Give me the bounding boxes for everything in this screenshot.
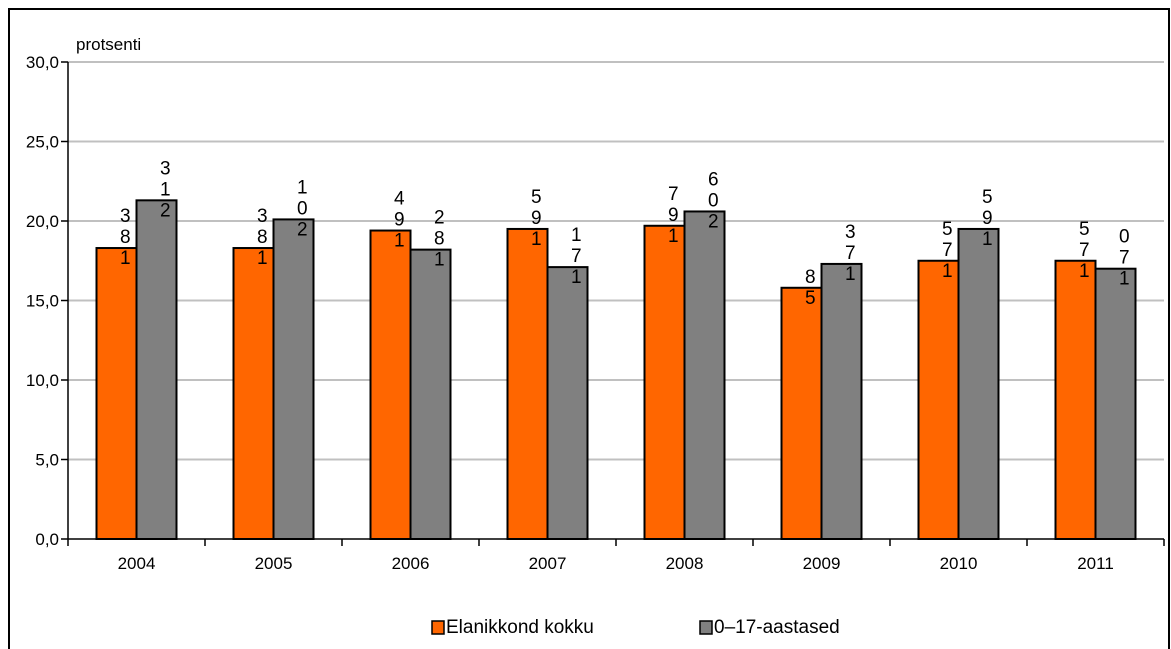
x-tick-label: 2007 [529, 554, 567, 573]
bar-elanikkond-kokku [506, 227, 549, 540]
x-tick-label: 2004 [118, 554, 156, 573]
legend-label: Elanikkond kokku [446, 617, 594, 638]
y-tick-label: 25,0 [26, 133, 59, 152]
bar-elanikkond-kokku [95, 247, 138, 540]
legend: Elanikkond kokku 0–17-aastased [431, 617, 840, 638]
bar-0-17-aastased [1094, 267, 1137, 540]
x-tick-label: 2008 [666, 554, 704, 573]
y-tick-label: 0,0 [35, 530, 59, 549]
x-tick-label: 2009 [803, 554, 841, 573]
x-tick-label: 2006 [392, 554, 430, 573]
legend-swatch [431, 620, 445, 635]
bar-0-17-aastased [409, 248, 452, 540]
legend-label: 0–17-aastased [714, 617, 840, 638]
bar-0-17-aastased [820, 262, 863, 540]
bar-0-17-aastased [957, 227, 1000, 540]
bar-elanikkond-kokku [1054, 259, 1097, 540]
y-tick-label: 30,0 [26, 53, 59, 72]
x-tick-label: 2011 [1077, 554, 1114, 573]
y-tick-label: 5,0 [35, 451, 59, 470]
bar-elanikkond-kokku [232, 247, 275, 540]
bar-elanikkond-kokku [643, 224, 686, 541]
bar-elanikkond-kokku [917, 259, 960, 540]
bar-elanikkond-kokku [780, 286, 823, 540]
y-tick-label: 10,0 [26, 371, 59, 390]
y-tick-label: 20,0 [26, 212, 59, 231]
bar-0-17-aastased [683, 210, 726, 541]
bar-0-17-aastased [135, 199, 178, 541]
x-tick-label: 2005 [255, 554, 293, 573]
bar-0-17-aastased [272, 218, 315, 540]
x-tick-label: 2010 [940, 554, 978, 573]
data-labels: 3 8 1 3 1 2 3 8 1 1 0 2 4 9 1 2 8 1 5 9 1 1 7 1 7 9 1 6 0 2 8 5 3 7 1 5 7 1 5 9… [120, 158, 1130, 308]
y-unit-label: protsenti [76, 35, 141, 54]
bar-elanikkond-kokku [369, 229, 412, 540]
bar-0-17-aastased [546, 266, 589, 540]
y-tick-label: 15,0 [26, 292, 59, 311]
legend-swatch [699, 620, 713, 635]
bars [95, 199, 1137, 541]
